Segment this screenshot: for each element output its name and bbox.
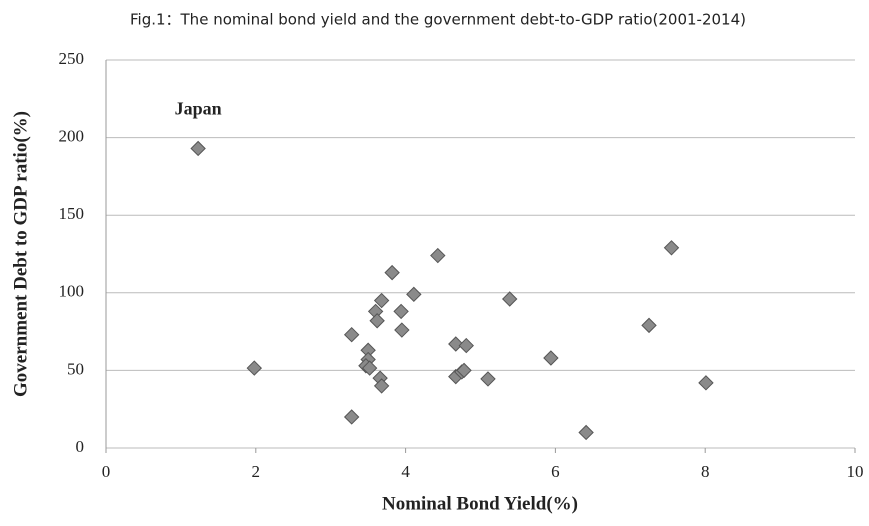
point: [480, 371, 496, 387]
y-tick-label: 0: [76, 437, 85, 456]
point: [246, 360, 263, 376]
point: [448, 336, 464, 352]
chart-title: Fig.1：The nominal bond yield and the gov…: [130, 11, 746, 29]
point: [430, 247, 446, 264]
x-tick-label: 10: [847, 462, 864, 481]
point: [698, 375, 714, 391]
point: [373, 378, 390, 394]
y-tick-label: 50: [67, 359, 84, 378]
point: [384, 264, 400, 281]
x-tick-label: 0: [102, 462, 111, 481]
point: [456, 362, 472, 379]
point: [190, 140, 206, 157]
x-tick-label: 6: [551, 462, 560, 481]
point: [663, 240, 680, 256]
x-axis-label: Nominal Bond Yield(%): [382, 493, 578, 514]
point: [578, 424, 594, 441]
point: [458, 337, 474, 354]
y-tick-label: 150: [59, 204, 85, 223]
x-tick-label: 2: [252, 462, 261, 481]
y-tick-label: 100: [59, 282, 85, 301]
point: [502, 291, 518, 307]
point: [394, 322, 410, 338]
point: [343, 326, 360, 343]
point: [361, 360, 378, 376]
y-tick-label: 200: [59, 127, 85, 146]
point: [543, 350, 559, 366]
point: [393, 303, 409, 320]
point: [406, 286, 422, 303]
y-axis-label: Government Debt to GDP ratio(%): [10, 111, 31, 397]
point: [369, 313, 385, 329]
x-tick-label: 4: [401, 462, 410, 481]
y-tick-label: 250: [59, 49, 85, 68]
point: [641, 317, 657, 334]
point: [373, 292, 390, 309]
point: [343, 409, 360, 425]
annotation: Japan: [175, 99, 222, 119]
x-tick-label: 8: [701, 462, 710, 481]
